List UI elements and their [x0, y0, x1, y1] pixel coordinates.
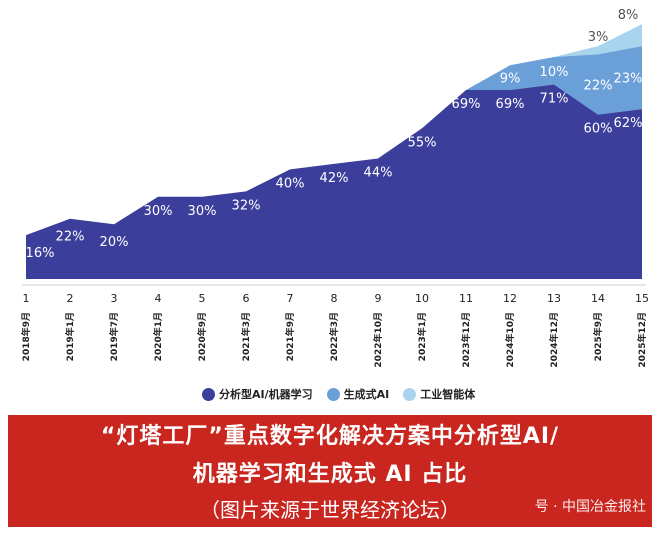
data-label: 55% — [408, 135, 437, 150]
data-label: 69% — [452, 97, 481, 112]
legend-label-generative-ai: 生成式AI — [343, 388, 390, 401]
x-tick-label: 4 — [155, 292, 162, 305]
legend-swatch-generative-ai — [326, 387, 340, 401]
x-date-label: 2018年9月 — [20, 312, 32, 361]
stacked-area-chart: 16%22% 20%30% 30% 32%40% 42% 44%55%69% 69% 71%6… — [20, 8, 649, 368]
x-tick-label: 10 — [415, 292, 429, 305]
x-tick-label: 3 — [111, 292, 118, 305]
x-date-label: 2020年1月 — [152, 312, 164, 361]
x-tick-label: 6 — [243, 292, 250, 305]
x-tick-label: 7 — [287, 292, 294, 305]
data-label: 16% — [26, 246, 55, 261]
data-label: 71% — [540, 91, 569, 106]
data-label: 23% — [614, 72, 643, 87]
legend-swatch-industrial-agent — [403, 387, 417, 401]
series-area-1 — [26, 46, 642, 236]
legend-item-generative-ai: 生成式AI — [326, 386, 390, 402]
banner-source: （图片来源于世界经济论坛） — [200, 498, 460, 522]
x-date-label: 2025年12月 — [636, 312, 648, 368]
x-date-label: 2021年9月 — [284, 312, 296, 361]
x-date-label: 2022年10月 — [372, 312, 384, 368]
data-label: 42% — [320, 171, 349, 186]
watermark-text: 号 · 中国冶金报社 — [534, 499, 646, 515]
x-date-label: 2022年3月 — [328, 312, 340, 361]
data-label: 20% — [100, 235, 129, 250]
x-date-label: 2025年9月 — [592, 312, 604, 361]
data-label: 69% — [496, 97, 525, 112]
banner-title-line-1: “灯塔工厂”重点数字化解决方案中分析型AI/ — [100, 424, 560, 449]
legend-swatch-analytical-ai — [202, 387, 215, 401]
chart-legend: 分析型AI/机器学习 生成式AI 工业智能体 — [202, 386, 475, 402]
x-tick-label: 11 — [459, 292, 473, 305]
data-label: 10% — [540, 65, 569, 80]
data-label: 60% — [584, 122, 613, 137]
legend-item-industrial-agent: 工业智能体 — [403, 386, 475, 402]
data-label: 44% — [364, 165, 393, 180]
x-tick-label: 1 — [23, 292, 30, 305]
legend-label-industrial-agent: 工业智能体 — [420, 388, 476, 401]
data-label: 32% — [232, 198, 261, 213]
banner-title-line-2: 机器学习和生成式 AI 占比 — [192, 462, 468, 487]
data-label: 9% — [500, 72, 521, 87]
x-date-label: 2024年10月 — [504, 312, 516, 368]
data-label: 30% — [144, 204, 173, 219]
data-label: 40% — [276, 176, 305, 191]
x-tick-label: 9 — [375, 292, 382, 305]
x-tick-label: 5 — [199, 292, 206, 305]
x-date-label: 2021年3月 — [240, 312, 252, 361]
caption-banner: “灯塔工厂”重点数字化解决方案中分析型AI/ 机器学习和生成式 AI 占比 （图… — [8, 415, 652, 527]
legend-label-analytical-ai: 分析型AI/机器学习 — [219, 388, 313, 401]
x-tick-label: 14 — [591, 292, 605, 305]
x-date-label: 2024年12月 — [548, 312, 560, 368]
data-label: 62% — [614, 116, 643, 131]
x-tick-label: 12 — [503, 292, 517, 305]
data-label: 8% — [618, 8, 639, 23]
x-tick-label: 13 — [547, 292, 561, 305]
x-date-label: 2019年1月 — [64, 312, 76, 361]
x-date-label: 2020年9月 — [196, 312, 208, 361]
data-label: 22% — [584, 78, 613, 93]
x-date-label: 2023年12月 — [460, 312, 472, 368]
x-tick-label: 8 — [331, 292, 338, 305]
series-area-0 — [26, 84, 642, 280]
x-tick-label: 2 — [67, 292, 74, 305]
legend-item-analytical-ai: 分析型AI/机器学习 — [202, 386, 313, 402]
x-date-label: 2019年7月 — [108, 312, 120, 361]
data-label: 22% — [56, 230, 85, 245]
x-date-label: 2023年1月 — [416, 312, 428, 361]
x-tick-label: 15 — [635, 292, 649, 305]
data-label: 3% — [588, 30, 609, 45]
data-label: 30% — [188, 204, 217, 219]
